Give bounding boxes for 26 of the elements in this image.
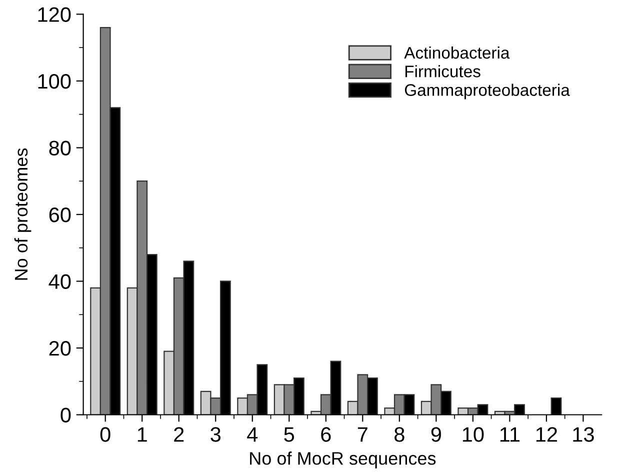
x-tick-label: 10 xyxy=(462,427,484,442)
y-axis-title: No of proteomes xyxy=(14,148,32,280)
x-tick-label: 8 xyxy=(394,427,404,442)
x-tick-label: 1 xyxy=(138,427,147,442)
y-tick-label: 120 xyxy=(38,7,71,22)
legend-label: Actinobacteria xyxy=(404,46,510,59)
x-tick-label: 9 xyxy=(431,427,441,442)
x-tick-label: 4 xyxy=(247,427,258,442)
x-tick-label: 6 xyxy=(321,427,331,442)
x-tick-label: 11 xyxy=(500,427,520,442)
x-tick-label: 0 xyxy=(100,427,110,442)
x-tick-label: 13 xyxy=(573,427,594,442)
x-tick-label: 7 xyxy=(358,427,368,442)
y-tick-label: 0 xyxy=(60,408,71,423)
y-tick-label: 20 xyxy=(49,340,71,356)
y-tick-label: 80 xyxy=(49,140,71,156)
legend-label: Gammaproteobacteria xyxy=(404,84,570,100)
x-axis-title: No of MocR sequences xyxy=(250,452,436,468)
y-tick-label: 100 xyxy=(38,74,71,89)
legend-label: Firmicutes xyxy=(405,65,480,78)
x-tick-label: 3 xyxy=(210,427,220,442)
x-tick-label: 2 xyxy=(174,427,184,442)
x-tick-label: 5 xyxy=(284,427,294,442)
y-tick-label: 40 xyxy=(48,274,71,289)
y-tick-label: 60 xyxy=(49,207,71,222)
x-tick-label: 12 xyxy=(536,427,557,442)
